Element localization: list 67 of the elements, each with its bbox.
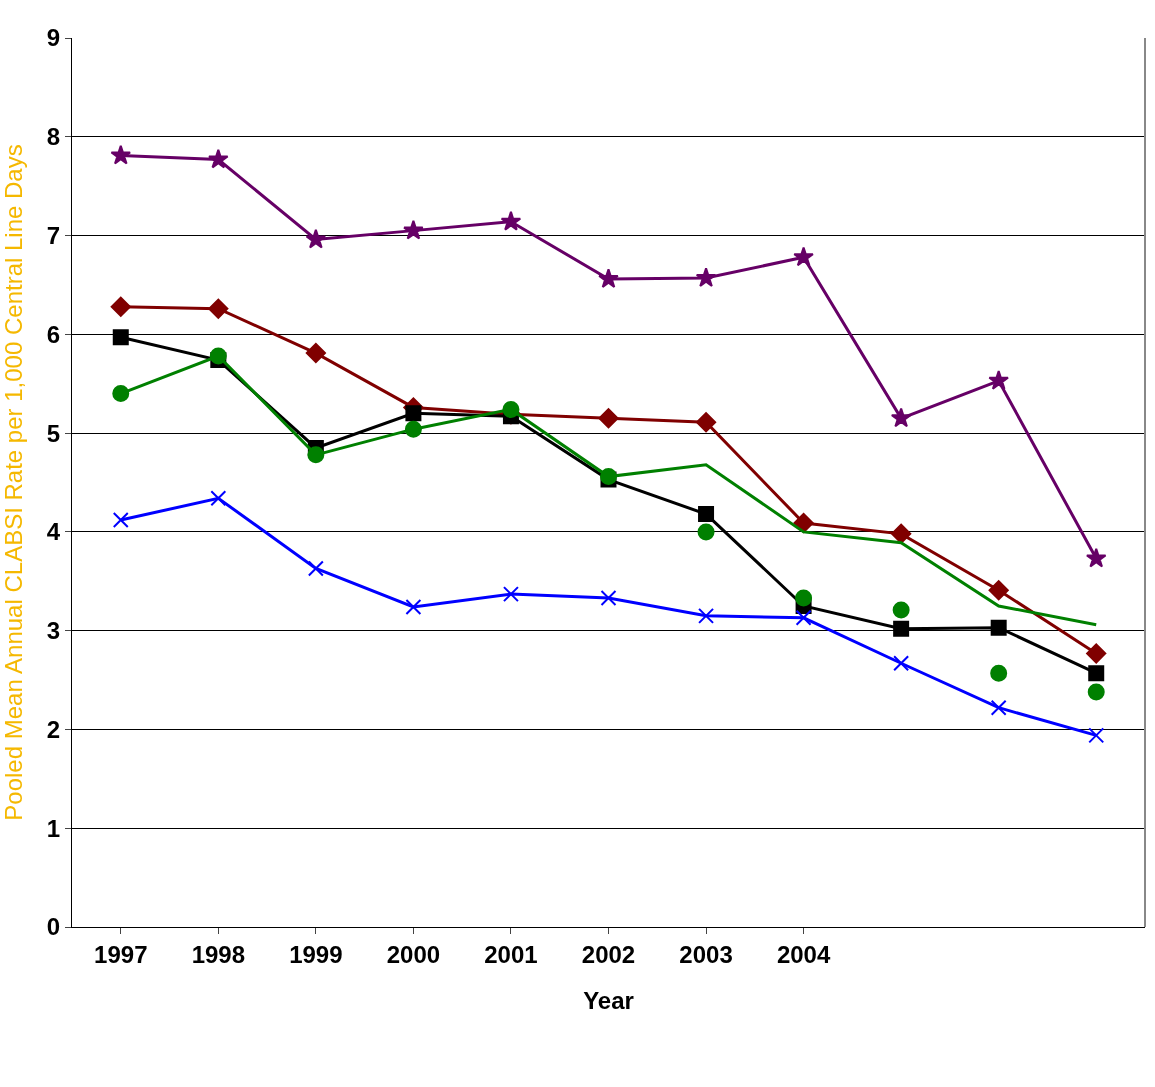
y-axis-title: Pooled Mean Annual CLABSI Rate per 1,000 Central Line Days xyxy=(0,144,27,821)
point xyxy=(403,219,424,240)
y-tick-label: 5 xyxy=(46,419,61,447)
point xyxy=(1086,643,1107,664)
point xyxy=(305,343,326,364)
point xyxy=(893,620,910,637)
point xyxy=(990,664,1008,682)
point xyxy=(795,589,813,607)
point xyxy=(110,144,132,165)
point xyxy=(502,400,520,418)
x-tick-label: 2002 xyxy=(581,940,636,968)
point xyxy=(210,490,227,507)
y-tick-label: 2 xyxy=(46,715,61,743)
point xyxy=(598,268,619,288)
y-tick-label: 7 xyxy=(46,221,61,249)
point xyxy=(404,420,422,438)
point xyxy=(793,246,814,267)
point xyxy=(307,560,324,577)
point xyxy=(208,298,229,319)
point xyxy=(405,598,422,615)
point xyxy=(795,609,812,626)
point xyxy=(893,655,910,672)
point xyxy=(110,296,131,317)
y-tick-label: 0 xyxy=(46,913,61,941)
point xyxy=(112,329,129,346)
point xyxy=(1085,547,1107,568)
point xyxy=(990,699,1007,716)
y-tick-label: 8 xyxy=(46,123,61,151)
point xyxy=(600,590,617,607)
point xyxy=(1088,727,1105,744)
point xyxy=(990,619,1007,636)
point xyxy=(698,607,715,624)
point xyxy=(500,210,522,231)
point xyxy=(793,512,814,534)
point xyxy=(890,407,912,428)
x-tick-label: 2004 xyxy=(776,940,831,968)
x-tick-label: 1999 xyxy=(289,940,343,968)
point xyxy=(307,446,325,464)
x-tick-label: 1998 xyxy=(191,940,246,968)
point xyxy=(598,408,619,429)
point xyxy=(988,580,1009,601)
x-tick-label: 1997 xyxy=(94,940,148,968)
point xyxy=(891,523,912,544)
point xyxy=(697,523,715,541)
y-tick-label: 9 xyxy=(46,24,61,52)
point xyxy=(892,601,910,619)
x-tick-label: 2003 xyxy=(679,940,733,968)
y-tick-label: 3 xyxy=(46,617,61,645)
point xyxy=(1087,683,1105,701)
x-axis-title: Year xyxy=(583,987,634,1015)
point xyxy=(112,512,129,529)
point xyxy=(208,148,229,169)
x-tick-label: 2000 xyxy=(386,940,441,968)
point xyxy=(698,506,715,523)
point xyxy=(695,267,717,287)
x-tick-label: 2001 xyxy=(484,940,538,968)
point xyxy=(502,586,519,603)
y-tick-label: 6 xyxy=(46,320,61,348)
y-tick-label: 4 xyxy=(46,518,61,546)
point xyxy=(1088,665,1105,682)
point xyxy=(305,228,327,249)
point xyxy=(405,405,422,422)
point xyxy=(988,369,1009,390)
y-tick-label: 1 xyxy=(46,814,61,842)
point xyxy=(112,385,130,403)
point xyxy=(695,412,717,433)
point xyxy=(209,347,227,365)
